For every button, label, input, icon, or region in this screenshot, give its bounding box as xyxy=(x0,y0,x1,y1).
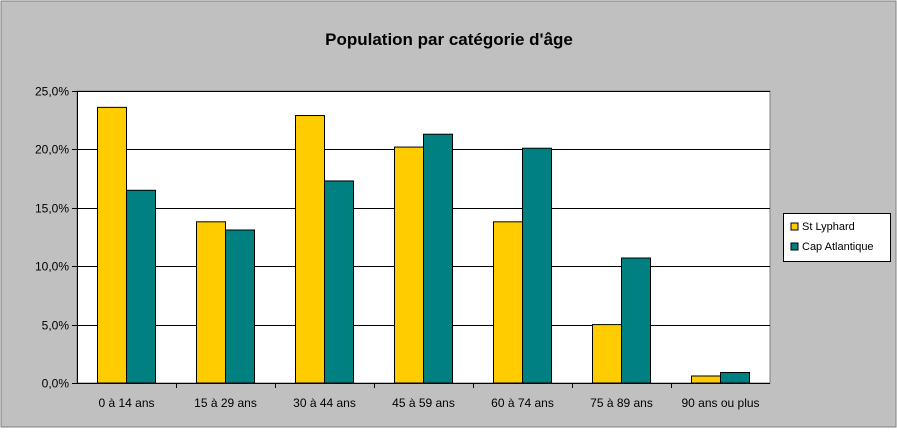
legend: St Lyphard Cap Atlantique xyxy=(783,213,891,262)
x-tick-label: 60 à 74 ans xyxy=(491,396,554,410)
x-tick-label: 30 à 44 ans xyxy=(293,396,356,410)
y-tick-label: 0,0% xyxy=(42,377,70,391)
bar xyxy=(295,115,325,384)
bar xyxy=(522,147,552,384)
bar xyxy=(126,189,156,384)
bar xyxy=(493,221,523,384)
legend-label: Cap Atlantique xyxy=(802,241,874,253)
plot-area: 0,0% 5,0% 10,0% 15,0% 20,0% 25,0% 0 à 14 ans 15… xyxy=(35,85,771,410)
x-tick-label: 15 à 29 ans xyxy=(194,396,257,410)
bar xyxy=(691,375,721,384)
y-tick-label: 20,0% xyxy=(35,143,69,157)
bar xyxy=(196,221,226,384)
y-tick-label: 15,0% xyxy=(35,202,69,216)
bar xyxy=(592,324,622,384)
legend-box xyxy=(783,213,891,262)
x-tick-label: 90 ans ou plus xyxy=(681,396,759,410)
bar xyxy=(720,371,750,384)
bar xyxy=(225,229,255,384)
bar xyxy=(394,146,424,384)
x-tick-label: 0 à 14 ans xyxy=(98,396,154,410)
legend-swatch xyxy=(790,242,799,251)
y-tick-label: 25,0% xyxy=(35,85,69,99)
bar xyxy=(621,257,651,384)
legend-label: St Lyphard xyxy=(802,221,855,233)
x-tick-label: 45 à 59 ans xyxy=(392,396,455,410)
y-tick-label: 10,0% xyxy=(35,260,69,274)
legend-swatch xyxy=(790,222,799,231)
chart-title: Population par catégorie d'âge xyxy=(325,30,573,49)
bar xyxy=(324,180,354,384)
y-tick-label: 5,0% xyxy=(42,319,70,333)
bar xyxy=(423,133,453,384)
bar xyxy=(97,106,127,384)
x-tick-label: 75 à 89 ans xyxy=(590,396,653,410)
